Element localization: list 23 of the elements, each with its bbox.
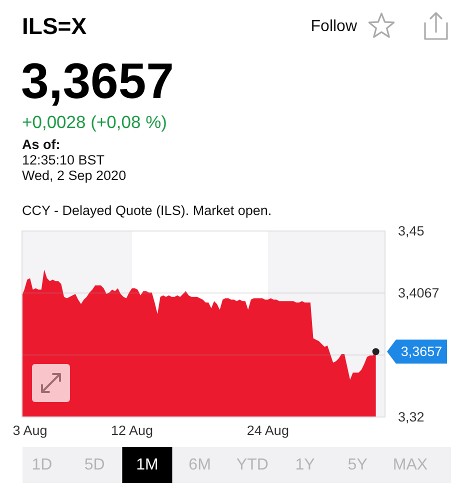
text: Wed, 2 Sep 2020: [22, 168, 126, 183]
text: 12:35:10 BST: [22, 152, 105, 168]
text: 1D: [32, 456, 52, 474]
text: 1M: [136, 456, 158, 474]
text: 5D: [84, 456, 105, 474]
y-tick-label: 3,32: [398, 410, 424, 424]
text: +0,0028 (+0,08 %): [22, 112, 167, 132]
x-tick-label: 3 Aug: [12, 423, 48, 438]
x-tick-label: 12 Aug: [110, 423, 154, 438]
y-tick-label: 3,4067: [398, 285, 440, 300]
text: CCY - Delayed Quote (ILS). Market open.: [22, 203, 272, 218]
text: Follow: [310, 18, 358, 35]
text: MAX: [392, 456, 428, 474]
chart-title: ILS=X: [22, 13, 88, 39]
text: 6M: [188, 456, 211, 474]
text: 1Y: [295, 456, 316, 474]
text: As of:: [22, 137, 60, 152]
text: 3,3657: [21, 53, 174, 109]
x-tick-label: 24 Aug: [246, 423, 289, 438]
annotation: 3,3657: [400, 344, 442, 360]
text: 5Y: [348, 456, 368, 474]
y-tick-label: 3,45: [398, 224, 424, 238]
text: YTD: [236, 456, 268, 474]
